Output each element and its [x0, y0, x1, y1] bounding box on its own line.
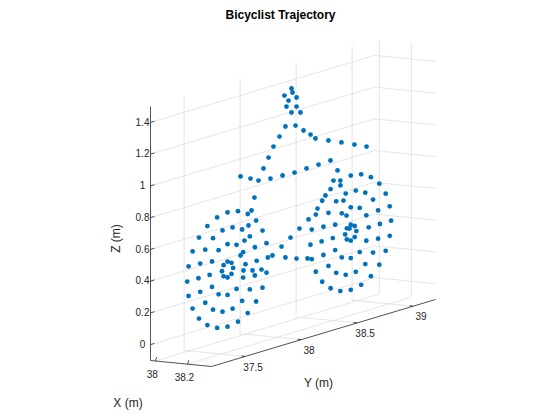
svg-text:38.5: 38.5 — [355, 328, 375, 339]
svg-text:Bicyclist Trajectory: Bicyclist Trajectory — [225, 8, 335, 22]
svg-text:0.6: 0.6 — [136, 244, 150, 255]
svg-text:1.4: 1.4 — [136, 117, 150, 128]
svg-text:38: 38 — [304, 345, 316, 356]
svg-text:Y (m): Y (m) — [304, 376, 333, 390]
svg-text:39: 39 — [416, 311, 428, 322]
svg-text:Z (m): Z (m) — [109, 224, 123, 253]
svg-text:0.2: 0.2 — [136, 307, 150, 318]
svg-text:0.4: 0.4 — [136, 275, 150, 286]
svg-text:1: 1 — [140, 180, 146, 191]
svg-text:37.5: 37.5 — [243, 362, 263, 373]
svg-text:0.8: 0.8 — [136, 212, 150, 223]
svg-text:0: 0 — [140, 339, 146, 350]
svg-text:1.2: 1.2 — [136, 148, 150, 159]
svg-text:38: 38 — [147, 369, 159, 380]
svg-text:38.2: 38.2 — [175, 372, 195, 383]
svg-text:X (m): X (m) — [113, 396, 142, 410]
